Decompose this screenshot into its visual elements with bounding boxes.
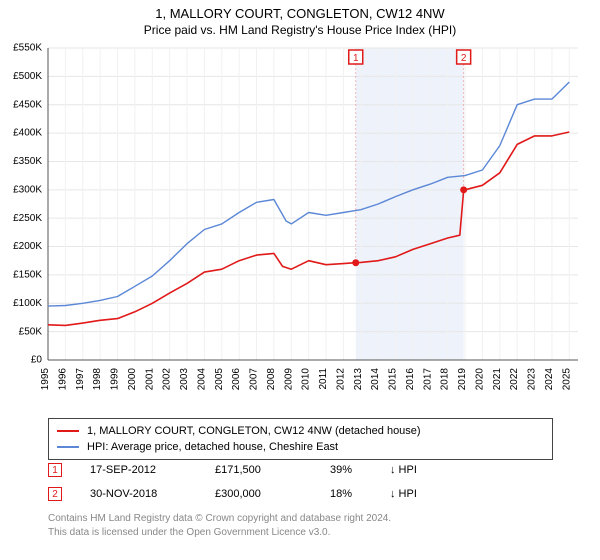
svg-text:2000: 2000 [127, 368, 138, 391]
svg-text:1: 1 [353, 53, 359, 64]
marker-index-box: 2 [48, 487, 62, 501]
chart-container: 1, MALLORY COURT, CONGLETON, CW12 4NW Pr… [0, 0, 600, 560]
svg-text:£50K: £50K [19, 326, 43, 337]
legend-label: HPI: Average price, detached house, Ches… [87, 441, 338, 453]
chart-title-line1: 1, MALLORY COURT, CONGLETON, CW12 4NW [0, 0, 600, 21]
svg-text:2004: 2004 [196, 368, 207, 391]
svg-text:2007: 2007 [249, 368, 260, 391]
marker-date: 17-SEP-2012 [90, 464, 215, 476]
svg-text:2010: 2010 [301, 368, 312, 391]
marker-index-box: 1 [48, 463, 62, 477]
svg-text:2013: 2013 [353, 368, 364, 391]
legend-item: HPI: Average price, detached house, Ches… [57, 439, 544, 455]
svg-text:2002: 2002 [162, 368, 173, 391]
legend-swatch [57, 430, 79, 432]
legend: 1, MALLORY COURT, CONGLETON, CW12 4NW (d… [48, 418, 553, 460]
marker-table: 1 17-SEP-2012 £171,500 39% ↓ HPI 2 30-NO… [48, 458, 553, 506]
svg-text:£150K: £150K [13, 270, 42, 281]
svg-text:£100K: £100K [13, 298, 42, 309]
svg-text:1998: 1998 [92, 368, 103, 391]
svg-text:£400K: £400K [13, 128, 42, 139]
svg-text:2023: 2023 [527, 368, 538, 391]
svg-text:2024: 2024 [544, 368, 555, 391]
marker-price: £171,500 [215, 464, 330, 476]
svg-text:£300K: £300K [13, 184, 42, 195]
svg-text:2008: 2008 [266, 368, 277, 391]
svg-text:2009: 2009 [283, 368, 294, 391]
svg-text:2025: 2025 [561, 368, 572, 391]
svg-text:2001: 2001 [144, 368, 155, 391]
marker-price: £300,000 [215, 488, 330, 500]
svg-text:£500K: £500K [13, 71, 42, 82]
footer-line1: Contains HM Land Registry data © Crown c… [48, 512, 391, 526]
svg-text:2012: 2012 [335, 368, 346, 391]
marker-row: 2 30-NOV-2018 £300,000 18% ↓ HPI [48, 482, 553, 506]
marker-arrow: ↓ HPI [390, 488, 440, 500]
footer: Contains HM Land Registry data © Crown c… [48, 512, 391, 539]
svg-text:2019: 2019 [457, 368, 468, 391]
marker-index: 2 [52, 489, 58, 500]
marker-arrow: ↓ HPI [390, 464, 440, 476]
svg-text:2018: 2018 [440, 368, 451, 391]
legend-item: 1, MALLORY COURT, CONGLETON, CW12 4NW (d… [57, 423, 544, 439]
marker-pct: 39% [330, 464, 390, 476]
svg-text:£550K: £550K [13, 43, 42, 54]
legend-label: 1, MALLORY COURT, CONGLETON, CW12 4NW (d… [87, 425, 421, 437]
svg-text:2022: 2022 [509, 368, 520, 391]
svg-text:2020: 2020 [474, 368, 485, 391]
svg-text:2005: 2005 [214, 368, 225, 391]
svg-text:1995: 1995 [40, 368, 51, 391]
svg-text:£200K: £200K [13, 241, 42, 252]
svg-text:2014: 2014 [370, 368, 381, 391]
chart-area: £0 £50K £100K £150K £200K £250K £300K £350K £400… [0, 42, 600, 412]
legend-swatch [57, 446, 79, 448]
svg-text:2017: 2017 [422, 368, 433, 391]
marker-index: 1 [52, 465, 58, 476]
footer-line2: This data is licensed under the Open Gov… [48, 526, 391, 540]
svg-text:2015: 2015 [388, 368, 399, 391]
svg-text:2006: 2006 [231, 368, 242, 391]
marker-date: 30-NOV-2018 [90, 488, 215, 500]
svg-text:1996: 1996 [57, 368, 68, 391]
svg-text:2011: 2011 [318, 368, 329, 390]
svg-text:1999: 1999 [110, 368, 121, 391]
chart-title-line2: Price paid vs. HM Land Registry's House … [0, 21, 600, 37]
svg-text:£250K: £250K [13, 213, 42, 224]
svg-text:£0: £0 [31, 355, 43, 366]
svg-text:1997: 1997 [75, 368, 86, 391]
svg-text:2021: 2021 [492, 368, 503, 391]
svg-text:£350K: £350K [13, 156, 42, 167]
svg-text:2003: 2003 [179, 368, 190, 391]
chart-svg: £0 £50K £100K £150K £200K £250K £300K £350K £400… [0, 42, 600, 412]
marker-pct: 18% [330, 488, 390, 500]
svg-text:2016: 2016 [405, 368, 416, 391]
svg-text:2: 2 [461, 53, 467, 64]
svg-text:£450K: £450K [13, 99, 42, 110]
marker-row: 1 17-SEP-2012 £171,500 39% ↓ HPI [48, 458, 553, 482]
